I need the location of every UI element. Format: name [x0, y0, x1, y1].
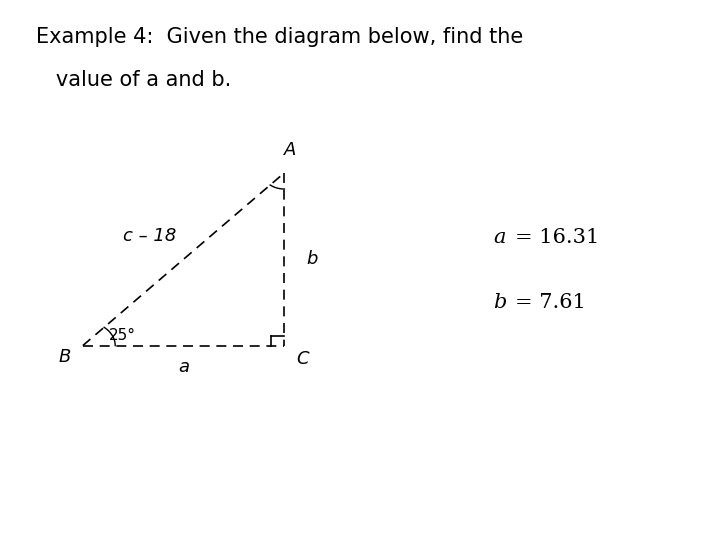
Text: c – 18: c – 18 [122, 227, 176, 245]
Text: C: C [296, 350, 309, 368]
Text: A: A [284, 141, 297, 159]
Text: b: b [306, 250, 318, 268]
Text: Example 4:  Given the diagram below, find the: Example 4: Given the diagram below, find… [36, 27, 523, 47]
Text: a: a [178, 358, 189, 376]
Text: B: B [58, 348, 71, 367]
Text: b: b [493, 293, 507, 312]
Text: = 16.31: = 16.31 [515, 228, 599, 247]
Text: 25°: 25° [109, 328, 136, 343]
Text: = 7.61: = 7.61 [515, 293, 585, 312]
Text: value of a and b.: value of a and b. [36, 70, 231, 90]
Text: a: a [493, 228, 505, 247]
